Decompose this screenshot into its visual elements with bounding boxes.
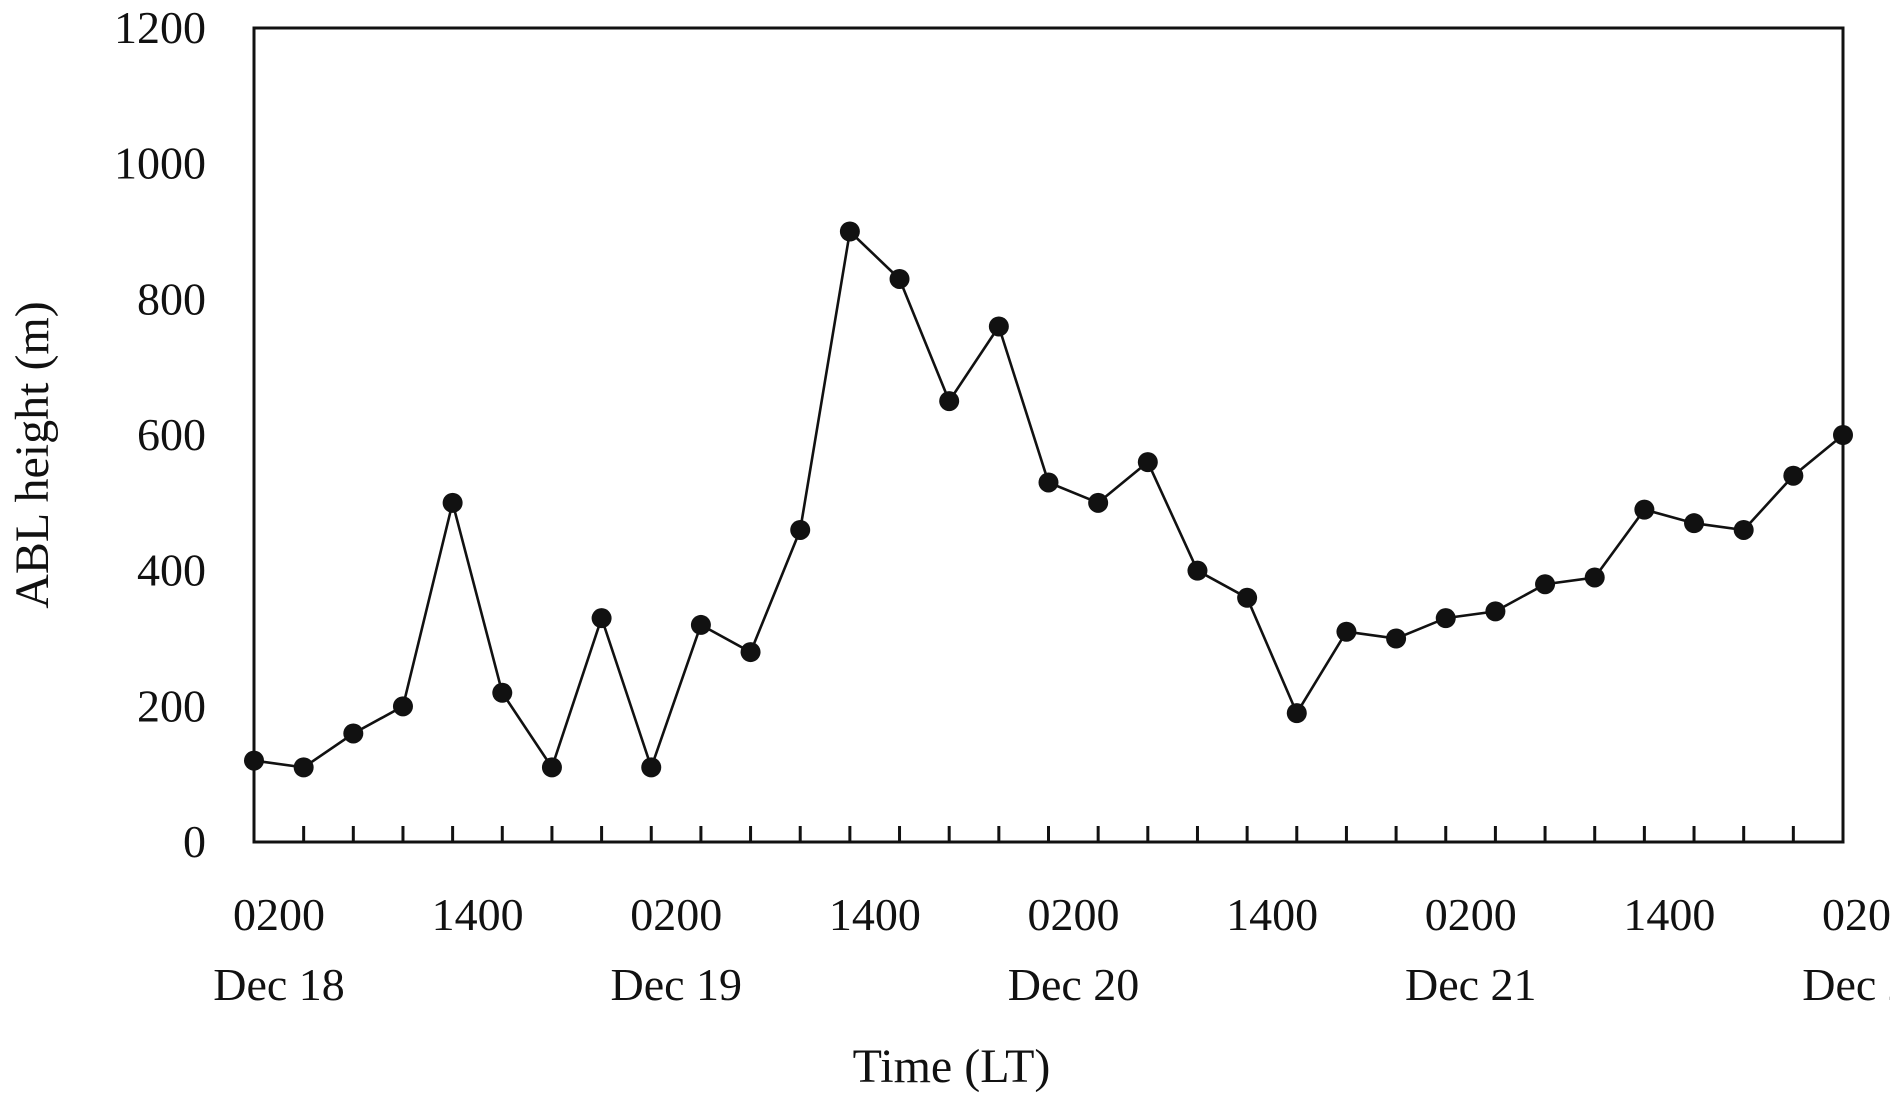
- data-point: [1187, 560, 1208, 581]
- y-tick-label: 0: [183, 816, 206, 867]
- data-point: [1336, 621, 1357, 642]
- data-point: [1237, 587, 1258, 608]
- data-point: [492, 682, 513, 703]
- data-point: [293, 757, 314, 778]
- data-point: [1286, 703, 1307, 724]
- data-point: [1038, 472, 1059, 493]
- x-tick-label: 0200: [1425, 889, 1517, 940]
- x-tick-label: 1400: [1226, 889, 1318, 940]
- y-tick-label: 800: [137, 273, 206, 324]
- data-point: [1684, 513, 1705, 534]
- data-point: [1485, 601, 1506, 622]
- x-axis-ticks: [252, 826, 1845, 842]
- data-point: [690, 614, 711, 635]
- x-day-label: Dec 18: [213, 959, 345, 1010]
- data-point: [1783, 465, 1804, 486]
- data-point: [790, 519, 811, 540]
- x-tick-label: 0200: [630, 889, 722, 940]
- x-tick-label: 1400: [1623, 889, 1715, 940]
- x-tick-label: 0200: [233, 889, 325, 940]
- series-line: [253, 228, 1844, 772]
- data-point: [392, 696, 413, 717]
- x-tick-label: 1400: [829, 889, 921, 940]
- data-point: [442, 492, 463, 513]
- data-point: [939, 391, 960, 412]
- data-point: [1435, 608, 1456, 629]
- x-tick-label: 0200: [1028, 889, 1120, 940]
- data-point: [541, 757, 562, 778]
- x-tick-label: 1400: [432, 889, 524, 940]
- y-tick-label: 400: [137, 545, 206, 596]
- y-axis-ticks: 0 200 400 600 800 1000 1200: [114, 2, 206, 867]
- data-point: [1733, 519, 1754, 540]
- y-tick-label: 600: [137, 409, 206, 460]
- data-point: [1137, 452, 1158, 473]
- data-point: [1535, 574, 1556, 595]
- y-axis-title-group: ABL height (m): [6, 301, 59, 609]
- y-tick-label: 1000: [114, 138, 206, 189]
- x-day-label: Dec 20: [1008, 959, 1140, 1010]
- data-point: [1386, 628, 1407, 649]
- x-day-label: Dec 22: [1802, 959, 1890, 1010]
- y-tick-label: 1200: [114, 2, 206, 53]
- data-point: [889, 268, 910, 289]
- data-point: [1584, 567, 1605, 588]
- plot-frame: [252, 26, 1845, 844]
- data-point: [244, 750, 264, 771]
- y-axis-title: ABL height (m): [6, 301, 59, 609]
- data-point: [988, 316, 1009, 337]
- y-tick-label: 200: [137, 680, 206, 731]
- data-point: [1088, 492, 1109, 513]
- data-point: [1833, 425, 1853, 445]
- x-day-label: Dec 21: [1405, 959, 1537, 1010]
- x-day-label: Dec 19: [610, 959, 742, 1010]
- data-point: [343, 723, 364, 744]
- data-point: [1634, 499, 1655, 520]
- data-points: [244, 221, 1853, 778]
- data-point: [740, 642, 761, 663]
- x-tick-label: 0200: [1822, 889, 1890, 940]
- data-point: [839, 221, 860, 242]
- data-point: [641, 757, 662, 778]
- x-axis-title: Time (LT): [853, 1040, 1051, 1093]
- x-axis-tick-labels: 0200 Dec 18 1400 0200 Dec 19 1400 0200 Dec 20 14…: [213, 889, 1890, 1010]
- data-point: [591, 608, 612, 629]
